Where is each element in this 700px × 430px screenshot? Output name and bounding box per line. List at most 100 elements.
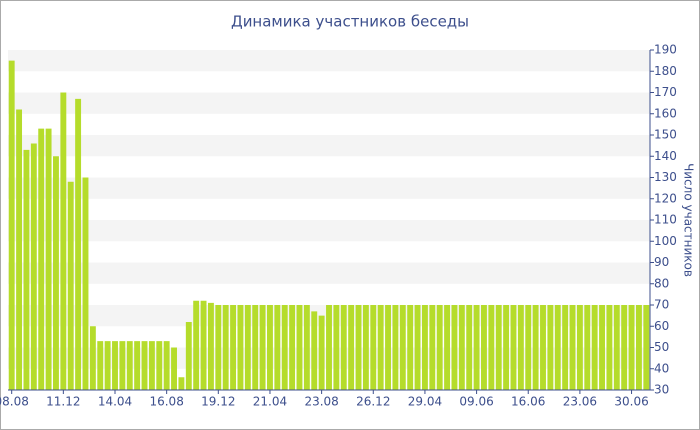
bar [532, 305, 539, 390]
bar [399, 305, 406, 390]
bar [510, 305, 517, 390]
x-tick-label: 26.12 [356, 395, 390, 409]
bar [569, 305, 576, 390]
grid-band [8, 220, 650, 242]
bar [488, 305, 495, 390]
x-tick-label: 23.06 [563, 395, 597, 409]
y-tick-label: 130 [654, 170, 677, 184]
bar [414, 305, 421, 390]
bar [53, 156, 59, 390]
bar [495, 305, 502, 390]
bar [134, 341, 141, 390]
y-tick-label: 140 [654, 149, 677, 163]
x-tick-label: 29.04 [408, 395, 442, 409]
bar [67, 181, 74, 390]
grid-band [8, 92, 650, 114]
x-tick-label: 14.04 [98, 395, 132, 409]
bar [421, 305, 428, 390]
x-tick-label: 23.08 [304, 395, 338, 409]
bar [89, 326, 96, 390]
bar [230, 305, 237, 390]
bar [104, 341, 111, 390]
bar [296, 305, 303, 390]
bar [348, 305, 355, 390]
x-tick-label: 11.12 [46, 395, 80, 409]
bar [178, 377, 185, 390]
grid-band [8, 177, 650, 199]
y-tick-label: 30 [654, 383, 669, 397]
bar [466, 305, 473, 390]
bar [163, 341, 170, 390]
bar [643, 305, 650, 390]
bar [148, 341, 155, 390]
y-tick-label: 60 [654, 319, 669, 333]
bar [82, 177, 89, 390]
y-tick-label: 100 [654, 234, 677, 248]
bar [377, 305, 384, 390]
bar [547, 305, 554, 390]
bar [503, 305, 510, 390]
y-tick-label: 50 [654, 340, 669, 354]
bar [126, 341, 133, 390]
y-tick-label: 170 [654, 85, 677, 99]
bar [185, 322, 192, 390]
y-tick-label: 190 [654, 43, 677, 57]
bar [237, 305, 244, 390]
x-tick-label: 16.08 [149, 395, 183, 409]
bar [259, 305, 266, 390]
bar [606, 305, 613, 390]
y-tick-label: 70 [654, 298, 669, 312]
chart-title: Динамика участников беседы [231, 13, 469, 31]
y-tick-label: 120 [654, 191, 677, 205]
bar [554, 305, 561, 390]
bar [215, 305, 222, 390]
x-tick-label: 30.06 [614, 395, 648, 409]
bar [318, 315, 325, 390]
grid-band [8, 135, 650, 157]
bar [576, 305, 583, 390]
bar [38, 128, 45, 390]
bar [281, 305, 288, 390]
bar [200, 300, 207, 390]
bar [392, 305, 399, 390]
bar [599, 305, 605, 390]
bar [385, 305, 391, 390]
bar [628, 305, 635, 390]
bar [244, 305, 251, 390]
bar [429, 305, 436, 390]
bar [451, 305, 458, 390]
bar [444, 305, 451, 390]
x-tick-label: 08.08 [0, 395, 29, 409]
bar [458, 305, 465, 390]
bar [303, 305, 310, 390]
x-tick-label: 16.06 [511, 395, 545, 409]
grid-band [8, 50, 650, 72]
bar [141, 341, 148, 390]
bar [97, 341, 104, 390]
bar [635, 305, 642, 390]
bar [16, 109, 23, 390]
bar [252, 305, 259, 390]
bar [370, 305, 377, 390]
bar [267, 305, 273, 390]
y-tick-label: 40 [654, 361, 669, 375]
bar [112, 341, 118, 390]
bar [207, 302, 214, 390]
bar [436, 305, 443, 390]
y-tick-label: 150 [654, 128, 677, 142]
x-tick-label: 09.06 [459, 395, 493, 409]
y-tick-label: 90 [654, 255, 669, 269]
bar [621, 305, 628, 390]
y-tick-label: 180 [654, 64, 677, 78]
bar [274, 305, 281, 390]
y-tick-label: 80 [654, 276, 669, 290]
x-tick-label: 19.12 [201, 395, 235, 409]
bar [60, 92, 67, 390]
y-axis-label: Число участников [682, 163, 696, 277]
y-tick-label: 110 [654, 213, 677, 227]
bar [355, 305, 362, 390]
y-tick-label: 160 [654, 106, 677, 120]
bar [222, 305, 229, 390]
bar [289, 305, 296, 390]
